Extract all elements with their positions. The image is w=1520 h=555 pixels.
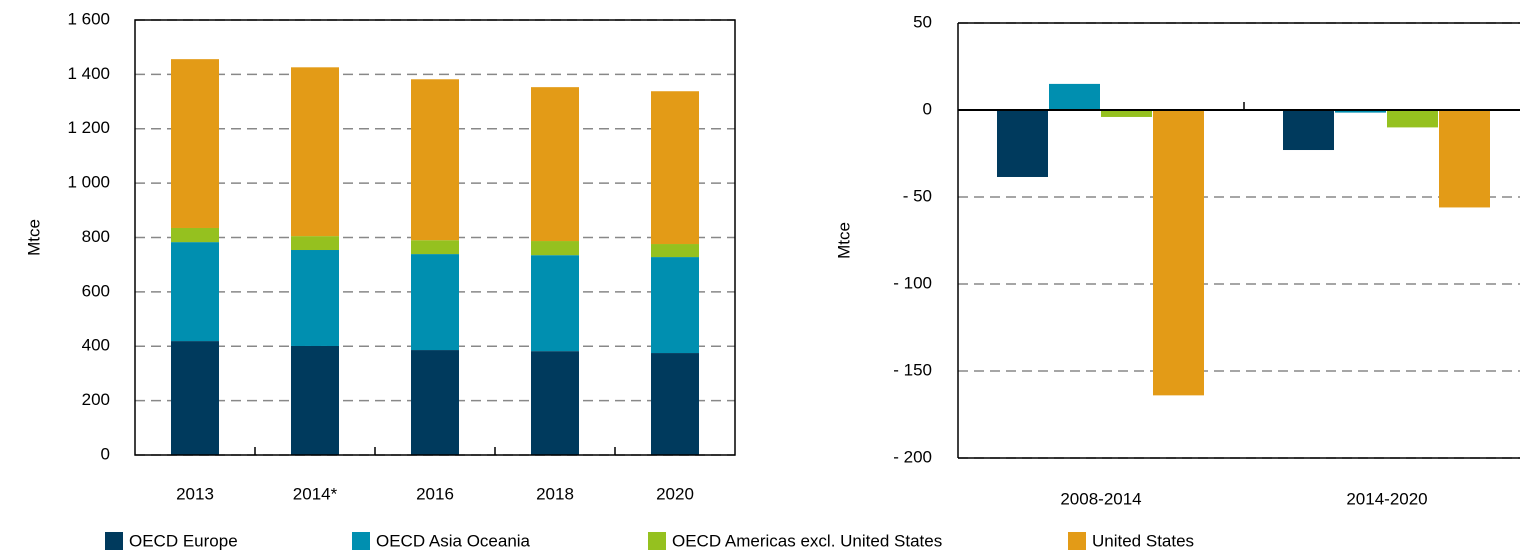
bar [1049,83,1100,110]
bar-segment [531,255,579,352]
bar-segment [291,250,339,346]
bar-segment [411,350,459,455]
y-tick-label: 800 [82,227,110,246]
x-tick-label: 2020 [656,484,694,503]
bar-segment [651,244,699,258]
y-tick-label: - 100 [893,273,932,292]
y-tick-label: 1 000 [67,173,110,192]
bar [1153,110,1204,396]
x-tick-label: 2013 [176,484,214,503]
bar [997,110,1048,177]
x-tick-label: 2018 [536,484,574,503]
bar-segment [651,353,699,455]
bar-segment [411,254,459,351]
bar-segment [411,79,459,241]
bar-segment [291,345,339,455]
bar [1101,110,1152,117]
y-tick-label: - 150 [893,360,932,379]
y-tick-label: 200 [82,390,110,409]
bar-segment [171,59,219,228]
bar-segment [651,257,699,354]
bar-segment [171,227,219,243]
bar [1387,110,1438,128]
bar-segment [171,341,219,455]
y-tick-label: 1 200 [67,118,110,137]
legend-swatch [1068,532,1086,550]
x-tick-label: 2014-2020 [1346,489,1427,508]
bar-segment [531,351,579,455]
legend-swatch [648,532,666,550]
y-tick-label: 0 [923,99,932,118]
y-tick-label: - 50 [903,186,932,205]
y-tick-label: 600 [82,281,110,300]
y-tick-label: - 200 [893,447,932,466]
legend-label: United States [1092,531,1194,550]
y-tick-label: 0 [101,444,110,463]
x-tick-label: 2016 [416,484,454,503]
bar-segment [171,242,219,342]
bar-segment [291,236,339,251]
y-tick-label: 50 [913,12,932,31]
legend-label: OECD Americas excl. United States [672,531,942,550]
bar-segment [651,91,699,245]
bar-segment [411,240,459,255]
bar-segment [531,87,579,242]
y-axis-label: Mtce [24,219,43,256]
x-tick-label: 2008-2014 [1060,489,1141,508]
legend-label: OECD Europe [129,531,238,550]
legend-label: OECD Asia Oceania [376,531,531,550]
bar-segment [291,67,339,237]
legend-swatch [352,532,370,550]
bar [1283,110,1334,151]
y-tick-label: 1 400 [67,64,110,83]
legend-swatch [105,532,123,550]
y-tick-label: 400 [82,336,110,355]
bar [1439,110,1490,208]
bar-segment [531,241,579,256]
plot-frame [134,19,736,456]
y-tick-label: 1 600 [67,9,110,28]
x-tick-label: 2014* [293,484,338,503]
bar [1335,110,1386,113]
y-axis-label: Mtce [834,222,853,259]
